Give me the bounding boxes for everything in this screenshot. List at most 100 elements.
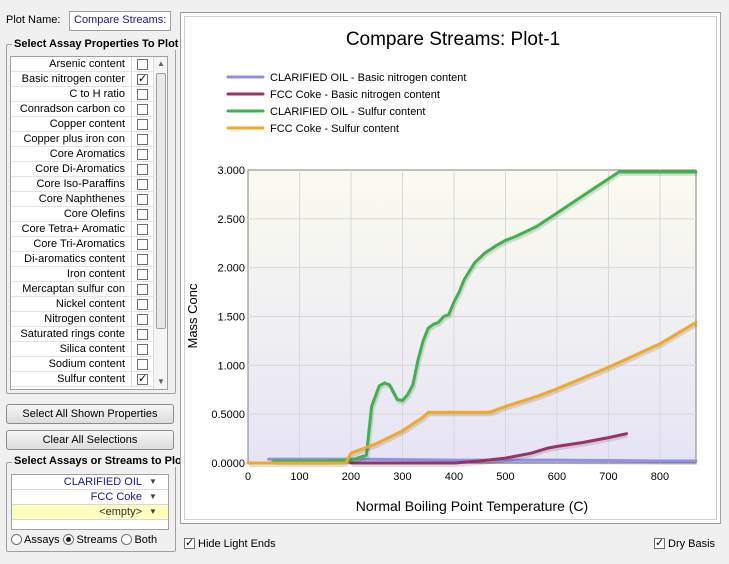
property-row[interactable]: Core Aromatics bbox=[11, 147, 167, 162]
property-row[interactable]: Core Naphthenes bbox=[11, 192, 167, 207]
property-checkbox[interactable] bbox=[137, 179, 148, 190]
property-checkbox[interactable] bbox=[137, 299, 148, 310]
property-row[interactable]: Iron content bbox=[11, 267, 167, 282]
property-row[interactable]: Mercaptan sulfur con bbox=[11, 282, 167, 297]
property-row[interactable]: Sodium content bbox=[11, 357, 167, 372]
stream-row[interactable]: CLARIFIED OIL ▼ bbox=[12, 475, 168, 490]
property-row[interactable]: Core Olefins bbox=[11, 207, 167, 222]
properties-group-title: Select Assay Properties To Plot bbox=[12, 38, 181, 50]
stream-list: CLARIFIED OIL ▼ FCC Coke ▼ <empty> ▼ bbox=[11, 474, 169, 530]
property-label: Core Olefins bbox=[63, 208, 125, 220]
property-row[interactable]: Core Iso-Paraffins bbox=[11, 177, 167, 192]
property-label: Core Tri-Aromatics bbox=[33, 238, 125, 250]
property-label: Copper content bbox=[49, 118, 125, 130]
plot-name-input[interactable]: Compare Streams: bbox=[69, 11, 171, 31]
column-divider bbox=[131, 222, 132, 237]
hide-light-ends-check-icon[interactable] bbox=[184, 536, 195, 549]
property-checkbox[interactable] bbox=[137, 59, 148, 70]
radio-button-icon[interactable] bbox=[63, 534, 75, 545]
property-checkbox[interactable] bbox=[137, 149, 148, 160]
property-row[interactable]: Saturated rings conte bbox=[11, 327, 167, 342]
property-checkbox[interactable] bbox=[137, 134, 148, 145]
series-shadow bbox=[274, 172, 697, 465]
property-label: Copper plus iron con bbox=[23, 133, 125, 145]
property-row[interactable]: Conradson carbon co bbox=[11, 102, 167, 117]
property-label: Arsenic content bbox=[49, 58, 125, 70]
property-row[interactable]: Di-aromatics content bbox=[11, 252, 167, 267]
column-divider bbox=[131, 87, 132, 102]
property-list[interactable]: Arsenic content Basic nitrogen conter C to… bbox=[10, 56, 168, 390]
property-checkbox[interactable] bbox=[137, 72, 148, 85]
x-tick-label: 700 bbox=[599, 471, 617, 483]
clear-all-selections-button[interactable]: Clear All Selections bbox=[6, 430, 174, 450]
property-row[interactable]: Copper plus iron con bbox=[11, 132, 167, 147]
column-divider bbox=[131, 147, 132, 162]
dry-basis-label: Dry Basis bbox=[668, 538, 716, 550]
property-checkbox[interactable] bbox=[137, 284, 148, 295]
scroll-down-icon[interactable]: ▼ bbox=[157, 377, 165, 386]
column-divider bbox=[131, 102, 132, 117]
column-divider bbox=[131, 57, 132, 72]
property-row[interactable]: Copper content bbox=[11, 117, 167, 132]
property-checkbox[interactable] bbox=[137, 314, 148, 325]
property-checkbox[interactable] bbox=[137, 224, 148, 235]
series-shadow bbox=[249, 322, 699, 467]
radio-label: Streams bbox=[76, 534, 118, 546]
property-row[interactable]: Basic nitrogen conter bbox=[11, 72, 167, 87]
property-checkbox[interactable] bbox=[137, 89, 148, 100]
property-row[interactable]: Core Di-Aromatics bbox=[11, 162, 167, 177]
property-checkbox[interactable] bbox=[137, 239, 148, 250]
property-label: Nickel content bbox=[55, 298, 125, 310]
property-row[interactable]: Nitrogen content bbox=[11, 312, 167, 327]
x-tick-label: 0 bbox=[245, 471, 251, 483]
property-label: Iron content bbox=[66, 268, 125, 280]
radio-both[interactable]: Both bbox=[121, 534, 157, 546]
radio-streams[interactable]: Streams bbox=[63, 534, 117, 546]
property-row[interactable]: Sulfur content bbox=[11, 372, 167, 387]
column-divider bbox=[131, 207, 132, 222]
dry-basis-check-icon[interactable] bbox=[654, 536, 665, 549]
radio-button-icon[interactable] bbox=[11, 534, 22, 545]
property-checkbox[interactable] bbox=[137, 104, 148, 115]
property-checkbox[interactable] bbox=[137, 254, 148, 265]
property-checkbox[interactable] bbox=[137, 359, 148, 370]
property-row[interactable]: Silica content bbox=[11, 342, 167, 357]
legend-entry: CLARIFIED OIL - Basic nitrogen content bbox=[270, 72, 466, 84]
property-label: Saturated rings conte bbox=[20, 328, 125, 340]
property-row[interactable]: C to H ratio bbox=[11, 87, 167, 102]
property-checkbox[interactable] bbox=[137, 329, 148, 340]
property-checkbox[interactable] bbox=[137, 372, 148, 385]
dropdown-arrow-icon[interactable]: ▼ bbox=[149, 492, 157, 501]
select-all-properties-button[interactable]: Select All Shown Properties bbox=[6, 404, 174, 424]
property-label: Conradson carbon co bbox=[19, 103, 125, 115]
column-divider bbox=[131, 327, 132, 342]
source-radio-group: Assays Streams Both bbox=[11, 534, 161, 548]
property-row[interactable]: Core Tri-Aromatics bbox=[11, 237, 167, 252]
property-checkbox[interactable] bbox=[137, 344, 148, 355]
property-checkbox[interactable] bbox=[137, 269, 148, 280]
scrollbar-thumb[interactable] bbox=[156, 73, 166, 329]
property-row[interactable]: Arsenic content bbox=[11, 57, 167, 72]
scroll-up-icon[interactable]: ▲ bbox=[157, 59, 165, 68]
dropdown-arrow-icon[interactable]: ▼ bbox=[149, 507, 157, 516]
property-list-scrollbar[interactable]: ▲ ▼ bbox=[153, 57, 167, 389]
property-row[interactable]: Core Tetra+ Aromatic bbox=[11, 222, 167, 237]
dropdown-arrow-icon[interactable]: ▼ bbox=[149, 477, 157, 486]
radio-button-icon[interactable] bbox=[121, 534, 133, 545]
property-row[interactable]: Nickel content bbox=[11, 297, 167, 312]
column-divider bbox=[131, 312, 132, 327]
property-checkbox[interactable] bbox=[137, 194, 148, 205]
x-tick-label: 600 bbox=[548, 471, 566, 483]
property-checkbox[interactable] bbox=[137, 164, 148, 175]
property-checkbox[interactable] bbox=[137, 119, 148, 130]
series-line bbox=[272, 170, 698, 463]
legend-entry: CLARIFIED OIL - Sulfur content bbox=[270, 106, 425, 118]
property-checkbox[interactable] bbox=[137, 209, 148, 220]
stream-row[interactable]: <empty> ▼ bbox=[12, 505, 168, 520]
stream-row[interactable]: FCC Coke ▼ bbox=[12, 490, 168, 505]
stream-label: <empty> bbox=[99, 506, 142, 518]
y-axis-label: Mass Conc bbox=[185, 283, 200, 349]
hide-light-ends-checkbox[interactable]: Hide Light Ends bbox=[184, 536, 276, 552]
dry-basis-checkbox[interactable]: Dry Basis bbox=[654, 536, 716, 552]
radio-assays[interactable]: Assays bbox=[11, 534, 59, 546]
